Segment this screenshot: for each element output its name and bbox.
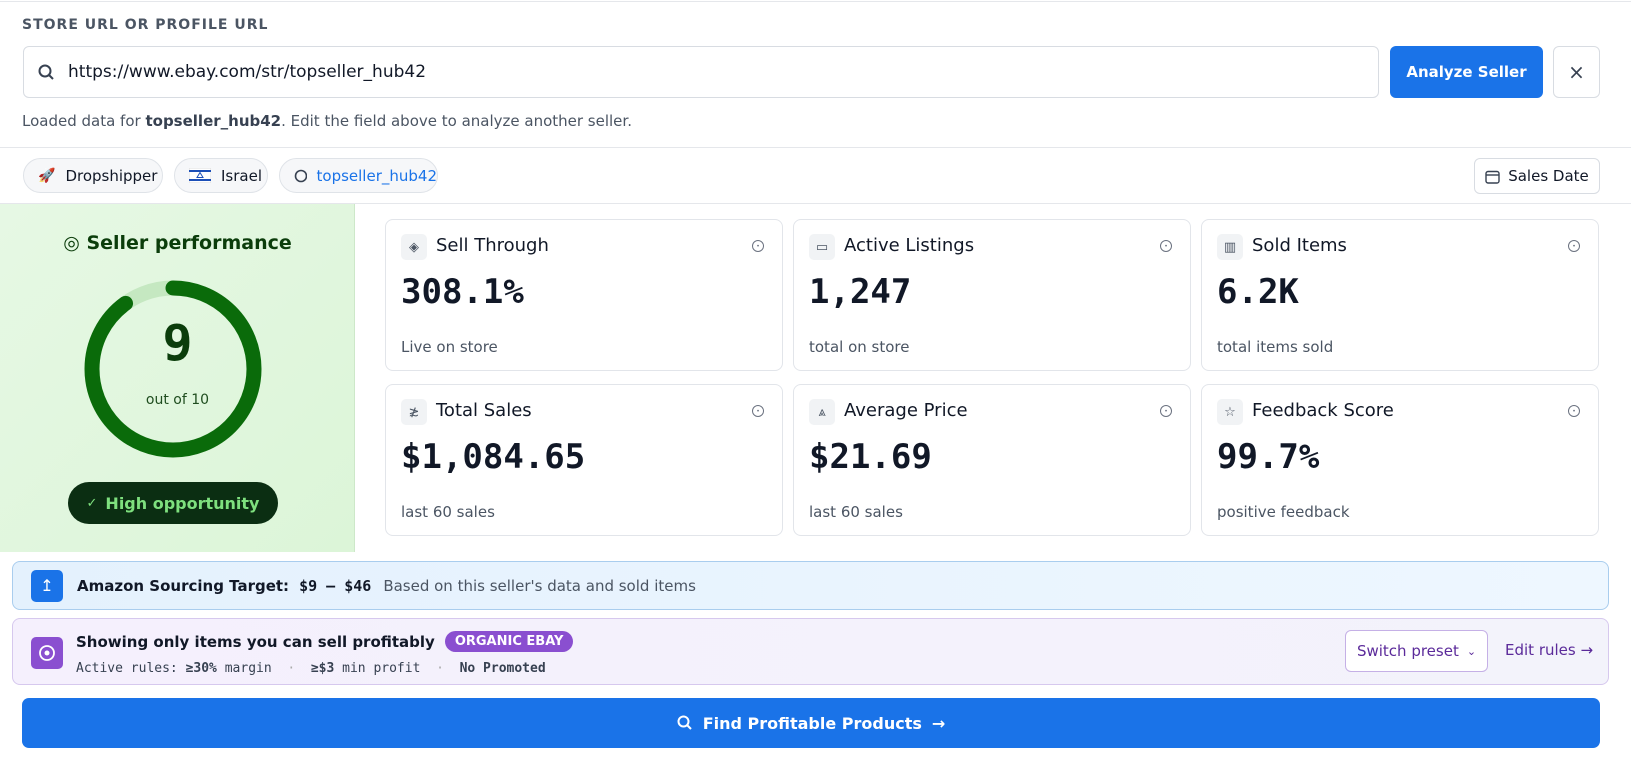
rules-profit-label: min profit <box>342 661 421 676</box>
metric-icon: ☆ <box>1217 399 1243 425</box>
calendar-icon <box>1485 170 1500 184</box>
url-input[interactable]: https://www.ebay.com/str/topseller_hub42 <box>23 46 1379 98</box>
switch-preset-button[interactable]: Switch preset ⌄ <box>1345 630 1488 672</box>
metric-caption: last 60 sales <box>809 503 903 521</box>
metric-caption: Live on store <box>401 338 498 356</box>
helper-prefix: Loaded data for <box>22 112 141 130</box>
rules-margin-label: margin <box>224 661 272 676</box>
metric-value: $21.69 <box>809 437 932 477</box>
clear-button[interactable]: × <box>1553 46 1600 98</box>
sales-date-text: Sales Date <box>1508 167 1589 185</box>
performance-title-text: Seller performance <box>86 232 292 254</box>
rules-title: Showing only items you can sell profitab… <box>76 632 435 651</box>
metric-icon: ▭ <box>809 234 835 260</box>
metric-icon: ≵ <box>401 399 427 425</box>
url-text: https://www.ebay.com/str/topseller_hub42 <box>68 62 427 82</box>
sourcing-note: Based on this seller's data and sold ite… <box>383 576 696 595</box>
metric-card: ⩓ Average Price • $21.69 last 60 sales <box>793 384 1191 536</box>
badge-text: High opportunity <box>105 493 260 513</box>
metric-card: ☆ Feedback Score • 99.7% positive feedba… <box>1201 384 1599 536</box>
edit-rules-link[interactable]: Edit rules → <box>1505 641 1594 659</box>
metric-value: 308.1% <box>401 272 524 312</box>
metric-card: ≵ Total Sales • $1,084.65 last 60 sales <box>385 384 783 536</box>
rules-prefix: Active rules: <box>76 661 178 676</box>
flag-icon <box>189 168 211 183</box>
switch-preset-text: Switch preset <box>1356 642 1459 660</box>
metric-value: $1,084.65 <box>401 437 586 477</box>
metric-caption: total on store <box>809 338 910 356</box>
opportunity-badge: ✓ High opportunity <box>68 482 278 524</box>
sales-date-button[interactable]: Sales Date <box>1474 158 1600 194</box>
analyze-button[interactable]: Analyze Seller <box>1390 46 1543 98</box>
divider <box>0 147 1631 148</box>
performance-panel: ◎ Seller performance 9 out of 10 ✓ High o… <box>0 204 355 552</box>
score-gauge <box>84 280 262 458</box>
metric-title: Sell Through <box>436 235 549 256</box>
chip[interactable]: 🚀 Dropshipper <box>23 158 163 193</box>
chip[interactable]: topseller_hub42 <box>279 158 438 193</box>
metric-caption: positive feedback <box>1217 503 1350 521</box>
metric-title: Total Sales <box>436 400 532 421</box>
rules-line: Active rules: ≥30% margin · ≥$3 min prof… <box>76 661 546 676</box>
sourcing-bar: ↥ Amazon Sourcing Target: $9 – $46 Based… <box>12 561 1609 610</box>
store-icon <box>294 169 307 182</box>
top-border <box>0 1 1631 2</box>
metric-caption: total items sold <box>1217 338 1334 356</box>
sourcing-icon: ↥ <box>31 569 63 602</box>
performance-title: ◎ Seller performance <box>63 232 292 254</box>
score-caption: out of 10 <box>0 392 355 408</box>
helper-text: Loaded data for topseller_hub42. Edit th… <box>22 112 632 130</box>
rules-margin-value: ≥30% <box>185 661 217 676</box>
metric-icon: ⩓ <box>809 399 835 425</box>
metric-card: ▭ Active Listings • 1,247 total on store <box>793 219 1191 371</box>
metric-title: Average Price <box>844 400 968 421</box>
metric-value: 1,247 <box>809 272 912 312</box>
info-icon[interactable]: • <box>752 240 764 252</box>
score-caption-text: out of <box>145 392 187 408</box>
info-icon[interactable]: • <box>1160 240 1172 252</box>
info-icon[interactable]: • <box>1568 405 1580 417</box>
rules-profit-value: ≥$3 <box>310 661 335 676</box>
sourcing-label: Amazon Sourcing Target: <box>77 576 290 595</box>
rules-icon <box>31 637 63 669</box>
gauge-arc <box>84 280 262 458</box>
sourcing-range: $9 – $46 <box>299 576 372 595</box>
metric-value: 6.2K <box>1217 272 1299 312</box>
metric-icon: ◈ <box>401 234 427 260</box>
metric-caption: last 60 sales <box>401 503 495 521</box>
metric-card: ▥ Sold Items • 6.2K total items sold <box>1201 219 1599 371</box>
search-icon <box>38 64 54 80</box>
helper-suffix: . Edit the field above to analyze anothe… <box>281 112 632 130</box>
find-button[interactable]: Find Profitable Products → <box>22 698 1600 748</box>
chip-text: Dropshipper <box>65 166 158 185</box>
score-max: 10 <box>191 392 210 408</box>
rules-badge: ORGANIC EBAY <box>444 631 574 652</box>
metric-value: 99.7% <box>1217 437 1320 477</box>
metric-title: Sold Items <box>1252 235 1347 256</box>
metric-card: ◈ Sell Through • 308.1% Live on store <box>385 219 783 371</box>
rules-promoted: No Promoted <box>459 661 546 676</box>
metric-icon: ▥ <box>1217 234 1243 260</box>
info-icon[interactable]: • <box>752 405 764 417</box>
rules-bar: Showing only items you can sell profitab… <box>12 618 1609 685</box>
helper-seller: topseller_hub42 <box>145 112 282 130</box>
field-label: STORE URL OR PROFILE URL <box>22 17 269 33</box>
find-button-text: Find Profitable Products <box>702 713 922 733</box>
info-icon[interactable]: • <box>1568 240 1580 252</box>
chip[interactable]: Israel <box>174 158 268 193</box>
metric-title: Feedback Score <box>1252 400 1394 421</box>
metric-title: Active Listings <box>844 235 975 256</box>
divider <box>0 203 1631 204</box>
chip-text: Israel <box>221 166 262 185</box>
score-value: 9 <box>162 314 193 372</box>
chip-text: topseller_hub42 <box>316 166 437 185</box>
info-icon[interactable]: • <box>1160 405 1172 417</box>
